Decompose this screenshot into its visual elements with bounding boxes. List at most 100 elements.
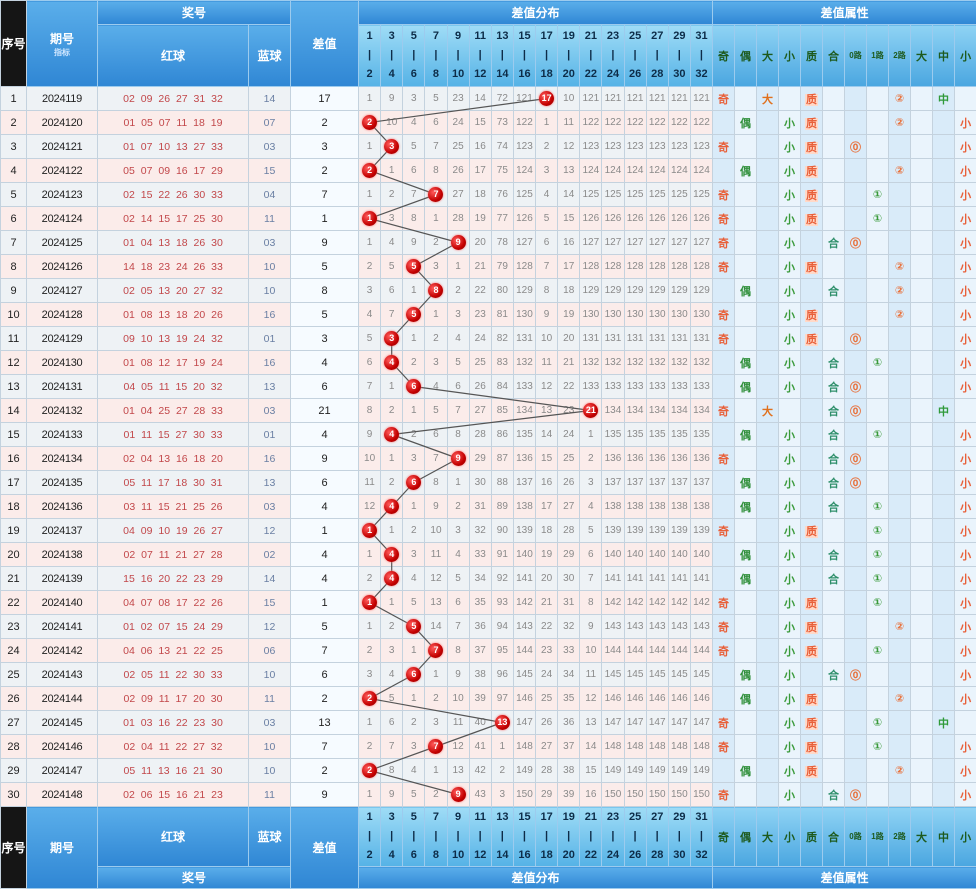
omission-cell: 19 bbox=[536, 543, 558, 567]
attr-cell bbox=[845, 495, 867, 519]
blue-ball: 13 bbox=[249, 375, 291, 399]
row-seq: 25 bbox=[1, 663, 27, 687]
attr-cell bbox=[713, 495, 735, 519]
attr-mark: 小 bbox=[784, 790, 795, 802]
omission-cell: 18 bbox=[558, 279, 580, 303]
omission-cell: 22 bbox=[536, 615, 558, 639]
omission-cell: 3 bbox=[425, 351, 447, 375]
omission-cell: 3 bbox=[425, 711, 447, 735]
attr-cell: 小 bbox=[955, 255, 976, 279]
row-issue: 2024138 bbox=[27, 543, 98, 567]
range-sep: | bbox=[611, 830, 614, 842]
attr-cell: 小 bbox=[955, 303, 976, 327]
omission-cell: 131 bbox=[580, 327, 602, 351]
omission-cell: 145 bbox=[690, 663, 712, 687]
blue-ball: 03 bbox=[249, 135, 291, 159]
omission-cell: 122 bbox=[513, 111, 535, 135]
range-start: 23 bbox=[607, 30, 619, 42]
attr-mark: 小 bbox=[960, 166, 971, 178]
attr-cell bbox=[823, 87, 845, 111]
omission-cell: 126 bbox=[513, 207, 535, 231]
range-end: 6 bbox=[411, 849, 417, 861]
omission-cell: 4 bbox=[381, 543, 403, 567]
omission-cell: 27 bbox=[447, 183, 469, 207]
attr-mark: 合 bbox=[828, 382, 839, 394]
attr-cell bbox=[911, 591, 933, 615]
omission-cell: 124 bbox=[690, 159, 712, 183]
omission-cell: 138 bbox=[513, 495, 535, 519]
attr-cell bbox=[845, 687, 867, 711]
omission-cell: 4 bbox=[403, 567, 425, 591]
omission-cell: 123 bbox=[513, 135, 535, 159]
attr-mark: 大 bbox=[762, 406, 773, 418]
attr-cell bbox=[911, 687, 933, 711]
omission-cell: 1 bbox=[359, 87, 381, 111]
attr-cell: 小 bbox=[955, 495, 976, 519]
red-balls: 02 05 11 22 30 33 bbox=[98, 663, 249, 687]
header-issue[interactable]: 期号 指标 bbox=[27, 1, 98, 87]
blue-ball: 14 bbox=[249, 87, 291, 111]
header-dist: 差值分布 bbox=[359, 1, 713, 25]
attr-cell bbox=[933, 159, 955, 183]
header-attr-col: 大 bbox=[757, 25, 779, 87]
attr-cell bbox=[845, 591, 867, 615]
omission-cell: 2 bbox=[359, 159, 381, 183]
omission-cell: 72 bbox=[491, 87, 513, 111]
omission-cell: 140 bbox=[690, 543, 712, 567]
diff-value: 1 bbox=[291, 591, 359, 615]
omission-cell: 1 bbox=[425, 759, 447, 783]
footer-attr: 差值属性 bbox=[713, 867, 976, 889]
diff-value: 7 bbox=[291, 183, 359, 207]
header-attr-col: 1路 bbox=[867, 25, 889, 87]
omission-cell: 146 bbox=[624, 687, 646, 711]
omission-cell: 8 bbox=[381, 759, 403, 783]
row-seq: 20 bbox=[1, 543, 27, 567]
attr-cell: 偶 bbox=[735, 543, 757, 567]
attr-mark: 质 bbox=[805, 142, 818, 154]
range-sep: | bbox=[656, 830, 659, 842]
omission-cell: 2 bbox=[359, 687, 381, 711]
blue-ball: 01 bbox=[249, 327, 291, 351]
omission-cell: 17 bbox=[558, 255, 580, 279]
attr-mark: 质 bbox=[805, 646, 818, 658]
range-start: 27 bbox=[651, 811, 663, 823]
footer-diff: 差值 bbox=[291, 807, 359, 889]
blue-ball: 10 bbox=[249, 279, 291, 303]
omission-cell: 86 bbox=[491, 423, 513, 447]
omission-cell: 135 bbox=[646, 423, 668, 447]
range-sep: | bbox=[523, 49, 526, 61]
attr-mark: 小 bbox=[784, 454, 795, 466]
range-start: 9 bbox=[455, 811, 461, 823]
attr-cell bbox=[889, 447, 911, 471]
range-start: 3 bbox=[389, 30, 395, 42]
omission-cell: 2 bbox=[359, 639, 381, 663]
omission-cell: 7 bbox=[447, 615, 469, 639]
omission-cell: 136 bbox=[624, 447, 646, 471]
omission-cell: 134 bbox=[668, 399, 690, 423]
diff-ball: 4 bbox=[384, 355, 399, 370]
attr-mark: ① bbox=[873, 429, 882, 441]
omission-cell: 145 bbox=[646, 663, 668, 687]
attr-cell bbox=[757, 351, 779, 375]
omission-cell: 84 bbox=[491, 375, 513, 399]
attr-cell: 合 bbox=[823, 399, 845, 423]
omission-cell: 132 bbox=[602, 351, 624, 375]
attr-cell: ② bbox=[889, 759, 911, 783]
attr-cell: 偶 bbox=[735, 567, 757, 591]
attr-cell bbox=[889, 327, 911, 351]
header-dist-col: 31|32 bbox=[690, 25, 712, 87]
indicator-toggle[interactable]: 指标 bbox=[27, 47, 97, 58]
row-seq: 1 bbox=[1, 87, 27, 111]
omission-cell: 19 bbox=[469, 207, 491, 231]
attr-cell: 小 bbox=[779, 495, 801, 519]
omission-cell: 28 bbox=[469, 423, 491, 447]
red-balls: 09 10 13 19 24 32 bbox=[98, 327, 249, 351]
attr-cell bbox=[713, 567, 735, 591]
diff-value: 4 bbox=[291, 495, 359, 519]
omission-cell: 5 bbox=[447, 351, 469, 375]
omission-cell: 8 bbox=[580, 591, 602, 615]
attr-cell bbox=[911, 183, 933, 207]
